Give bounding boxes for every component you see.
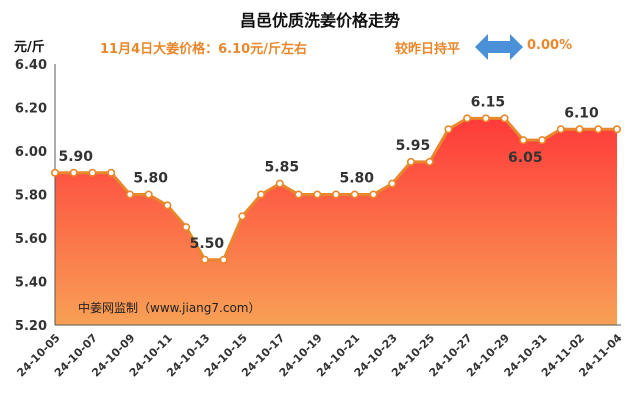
data-point bbox=[182, 223, 191, 232]
data-point bbox=[107, 168, 116, 177]
data-point bbox=[538, 136, 547, 145]
data-point bbox=[463, 114, 472, 123]
arrow-shape bbox=[475, 34, 523, 60]
data-point bbox=[519, 136, 528, 145]
data-point bbox=[275, 179, 284, 188]
source-watermark: 中姜网监制（www.jiang7.com） bbox=[78, 300, 260, 315]
y-axis-unit: 元/斤 bbox=[14, 40, 45, 55]
data-point bbox=[369, 190, 378, 199]
data-point bbox=[556, 125, 565, 134]
data-point bbox=[612, 125, 621, 134]
price-area bbox=[55, 118, 617, 325]
y-tick-label: 5.20 bbox=[15, 319, 47, 334]
data-label: 5.80 bbox=[339, 171, 374, 187]
data-label: 5.85 bbox=[265, 160, 300, 176]
y-tick-label: 5.80 bbox=[15, 189, 47, 204]
data-point bbox=[257, 190, 266, 199]
data-point bbox=[313, 190, 322, 199]
data-point bbox=[294, 190, 303, 199]
compare-label: 较昨日持平 bbox=[395, 42, 461, 57]
chart-title: 昌邑优质洗姜价格走势 bbox=[239, 11, 400, 30]
y-tick-label: 6.40 bbox=[15, 58, 47, 73]
data-label: 6.10 bbox=[564, 105, 599, 121]
data-point bbox=[163, 201, 172, 210]
price-summary: 11月4日大姜价格：6.10元/斤左右 bbox=[100, 42, 307, 57]
data-point bbox=[444, 125, 453, 134]
data-point bbox=[125, 190, 134, 199]
data-point bbox=[575, 125, 584, 134]
data-point bbox=[425, 157, 434, 166]
data-label: 5.80 bbox=[133, 171, 168, 187]
y-tick-label: 5.60 bbox=[15, 232, 47, 247]
data-point bbox=[388, 179, 397, 188]
data-point bbox=[406, 157, 415, 166]
data-label: 5.50 bbox=[190, 236, 225, 252]
data-point bbox=[69, 168, 78, 177]
data-point bbox=[50, 168, 59, 177]
data-point bbox=[219, 255, 228, 264]
data-point bbox=[350, 190, 359, 199]
data-point bbox=[481, 114, 490, 123]
y-tick-label: 5.40 bbox=[15, 276, 47, 291]
change-percent: 0.00% bbox=[527, 38, 573, 53]
y-tick-label: 6.00 bbox=[15, 145, 47, 160]
data-point bbox=[144, 190, 153, 199]
data-label: 6.15 bbox=[471, 94, 506, 110]
data-point bbox=[594, 125, 603, 134]
y-tick-label: 6.20 bbox=[15, 102, 47, 117]
data-label: 5.95 bbox=[396, 138, 431, 154]
data-point bbox=[88, 168, 97, 177]
data-point bbox=[331, 190, 340, 199]
data-point bbox=[200, 255, 209, 264]
left-right-arrow-icon bbox=[475, 34, 523, 60]
data-point bbox=[238, 212, 247, 221]
data-point bbox=[500, 114, 509, 123]
data-label: 6.05 bbox=[508, 150, 543, 166]
data-label: 5.90 bbox=[58, 149, 93, 165]
